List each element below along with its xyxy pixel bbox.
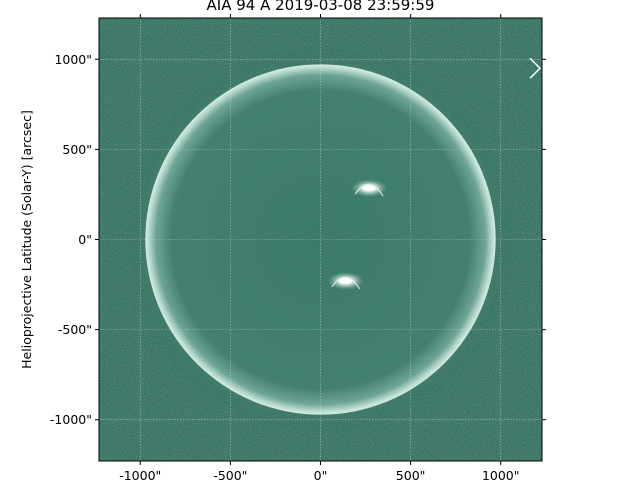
- active-region-core: [362, 185, 377, 192]
- y-axis-label: Helioprojective Latitude (Solar-Y) [arcs…: [19, 110, 34, 369]
- x-axis-ticks: -1000" -500" 0" 500" 1000": [119, 14, 520, 483]
- active-regions: [327, 179, 388, 290]
- x-tick-label: 0": [314, 468, 328, 480]
- x-tick-label: 500": [396, 468, 426, 480]
- chart-title: AIA 94 Å 2019-03-08 23:59:59: [207, 0, 435, 14]
- coronal-loop: [331, 276, 361, 290]
- grid-lines: [99, 18, 542, 461]
- y-tick-label: -1000": [50, 412, 92, 427]
- y-tick-label: 0": [78, 232, 92, 247]
- active-region: [351, 179, 388, 198]
- limb-marker-icon: [529, 57, 542, 79]
- plot-area: [99, 18, 542, 461]
- active-region-core: [338, 277, 353, 284]
- x-tick-label: -1000": [119, 468, 161, 480]
- coronal-loop: [354, 184, 384, 197]
- active-region: [327, 271, 364, 290]
- x-tick-label: 1000": [482, 468, 520, 480]
- y-tick-label: 1000": [54, 52, 92, 67]
- y-tick-label: -500": [58, 322, 92, 337]
- solar-disk: [145, 64, 496, 415]
- x-tick-label: -500": [213, 468, 247, 480]
- y-axis-ticks: 1000" 500" 0" -500" -1000": [50, 52, 546, 427]
- y-tick-label: 500": [62, 142, 92, 157]
